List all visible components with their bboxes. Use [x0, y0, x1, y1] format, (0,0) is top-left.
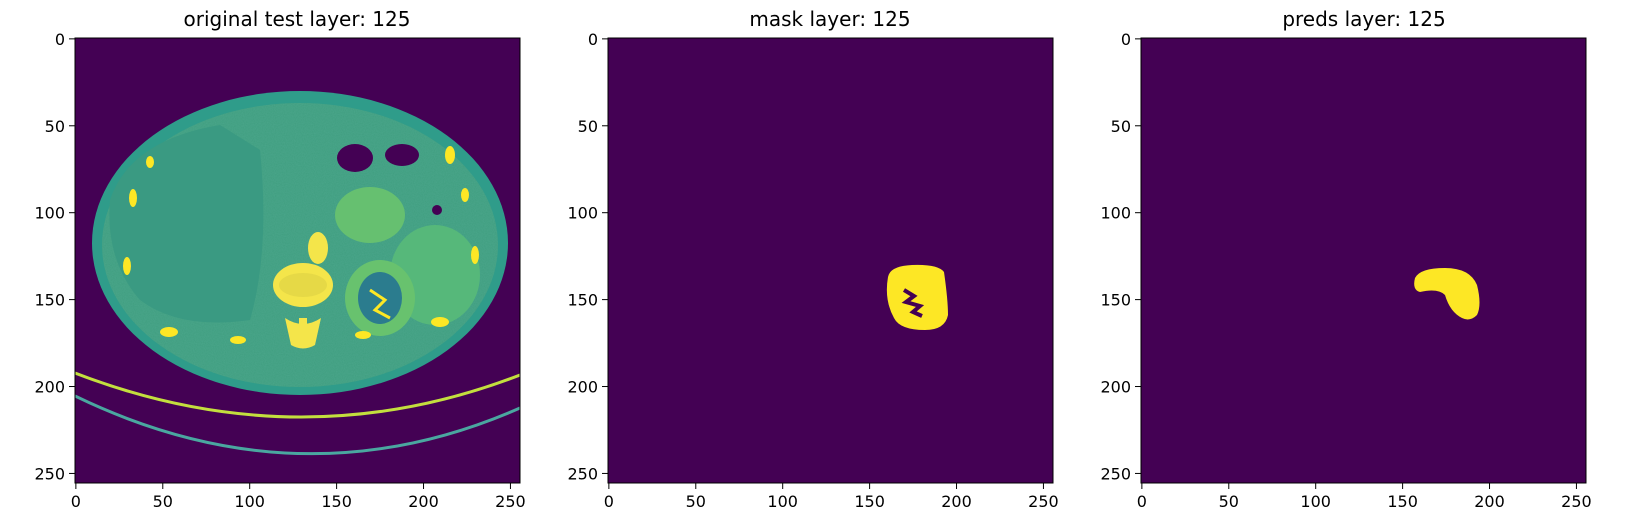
- axis-ticks: 0 50 100 150 200 250 0 50 100 150 200 250: [34, 30, 525, 511]
- x-tick-label: 150: [854, 492, 885, 511]
- axis-ticks: 0 50 100 150 200 250 0 50 100 150 200 250: [567, 30, 1058, 511]
- y-tick-label: 50: [45, 117, 65, 136]
- y-tick-label: 0: [1121, 30, 1131, 49]
- x-tick-label: 50: [153, 492, 173, 511]
- y-tick-label: 250: [34, 464, 65, 483]
- y-tick-label: 150: [1100, 291, 1131, 310]
- x-tick-label: 200: [1474, 492, 1505, 511]
- x-tick-label: 250: [495, 492, 526, 511]
- x-tick-label: 100: [767, 492, 798, 511]
- mask-image: [608, 38, 1053, 483]
- prediction-image: [1141, 38, 1586, 483]
- y-tick-label: 100: [567, 204, 598, 223]
- y-tick-label: 100: [1100, 204, 1131, 223]
- y-tick-label: 250: [567, 464, 598, 483]
- x-tick-label: 0: [604, 492, 614, 511]
- x-tick-label: 250: [1561, 492, 1592, 511]
- y-tick-label: 100: [34, 204, 65, 223]
- panel-mask: mask layer: 125 0 50 100 150 200 250 0 50 100 150…: [567, 7, 1058, 511]
- x-tick-label: 50: [1219, 492, 1239, 511]
- x-tick-label: 100: [234, 492, 265, 511]
- x-tick-label: 150: [1387, 492, 1418, 511]
- panel-original: original test layer: 125: [34, 7, 525, 511]
- y-tick-label: 0: [55, 30, 65, 49]
- y-tick-label: 250: [1100, 464, 1131, 483]
- x-tick-label: 100: [1300, 492, 1331, 511]
- x-tick-label: 250: [1028, 492, 1059, 511]
- y-tick-label: 200: [34, 378, 65, 397]
- x-tick-label: 50: [686, 492, 706, 511]
- y-tick-label: 200: [567, 378, 598, 397]
- x-tick-label: 200: [408, 492, 439, 511]
- panel-title: preds layer: 125: [1282, 7, 1445, 31]
- y-tick-label: 200: [1100, 378, 1131, 397]
- y-tick-label: 150: [567, 291, 598, 310]
- panel-preds: preds layer: 125 0 50 100 150 200 250 0 50 100 15…: [1100, 7, 1591, 511]
- x-tick-label: 0: [71, 492, 81, 511]
- x-tick-label: 200: [941, 492, 972, 511]
- axis-ticks: 0 50 100 150 200 250 0 50 100 150 200 250: [1100, 30, 1591, 511]
- y-tick-label: 0: [588, 30, 598, 49]
- y-tick-label: 50: [578, 117, 598, 136]
- ct-slice-image: [75, 38, 520, 483]
- panel-title: original test layer: 125: [184, 7, 411, 31]
- x-tick-label: 150: [321, 492, 352, 511]
- x-tick-label: 0: [1137, 492, 1147, 511]
- y-tick-label: 50: [1111, 117, 1131, 136]
- panel-title: mask layer: 125: [749, 7, 910, 31]
- y-tick-label: 150: [34, 291, 65, 310]
